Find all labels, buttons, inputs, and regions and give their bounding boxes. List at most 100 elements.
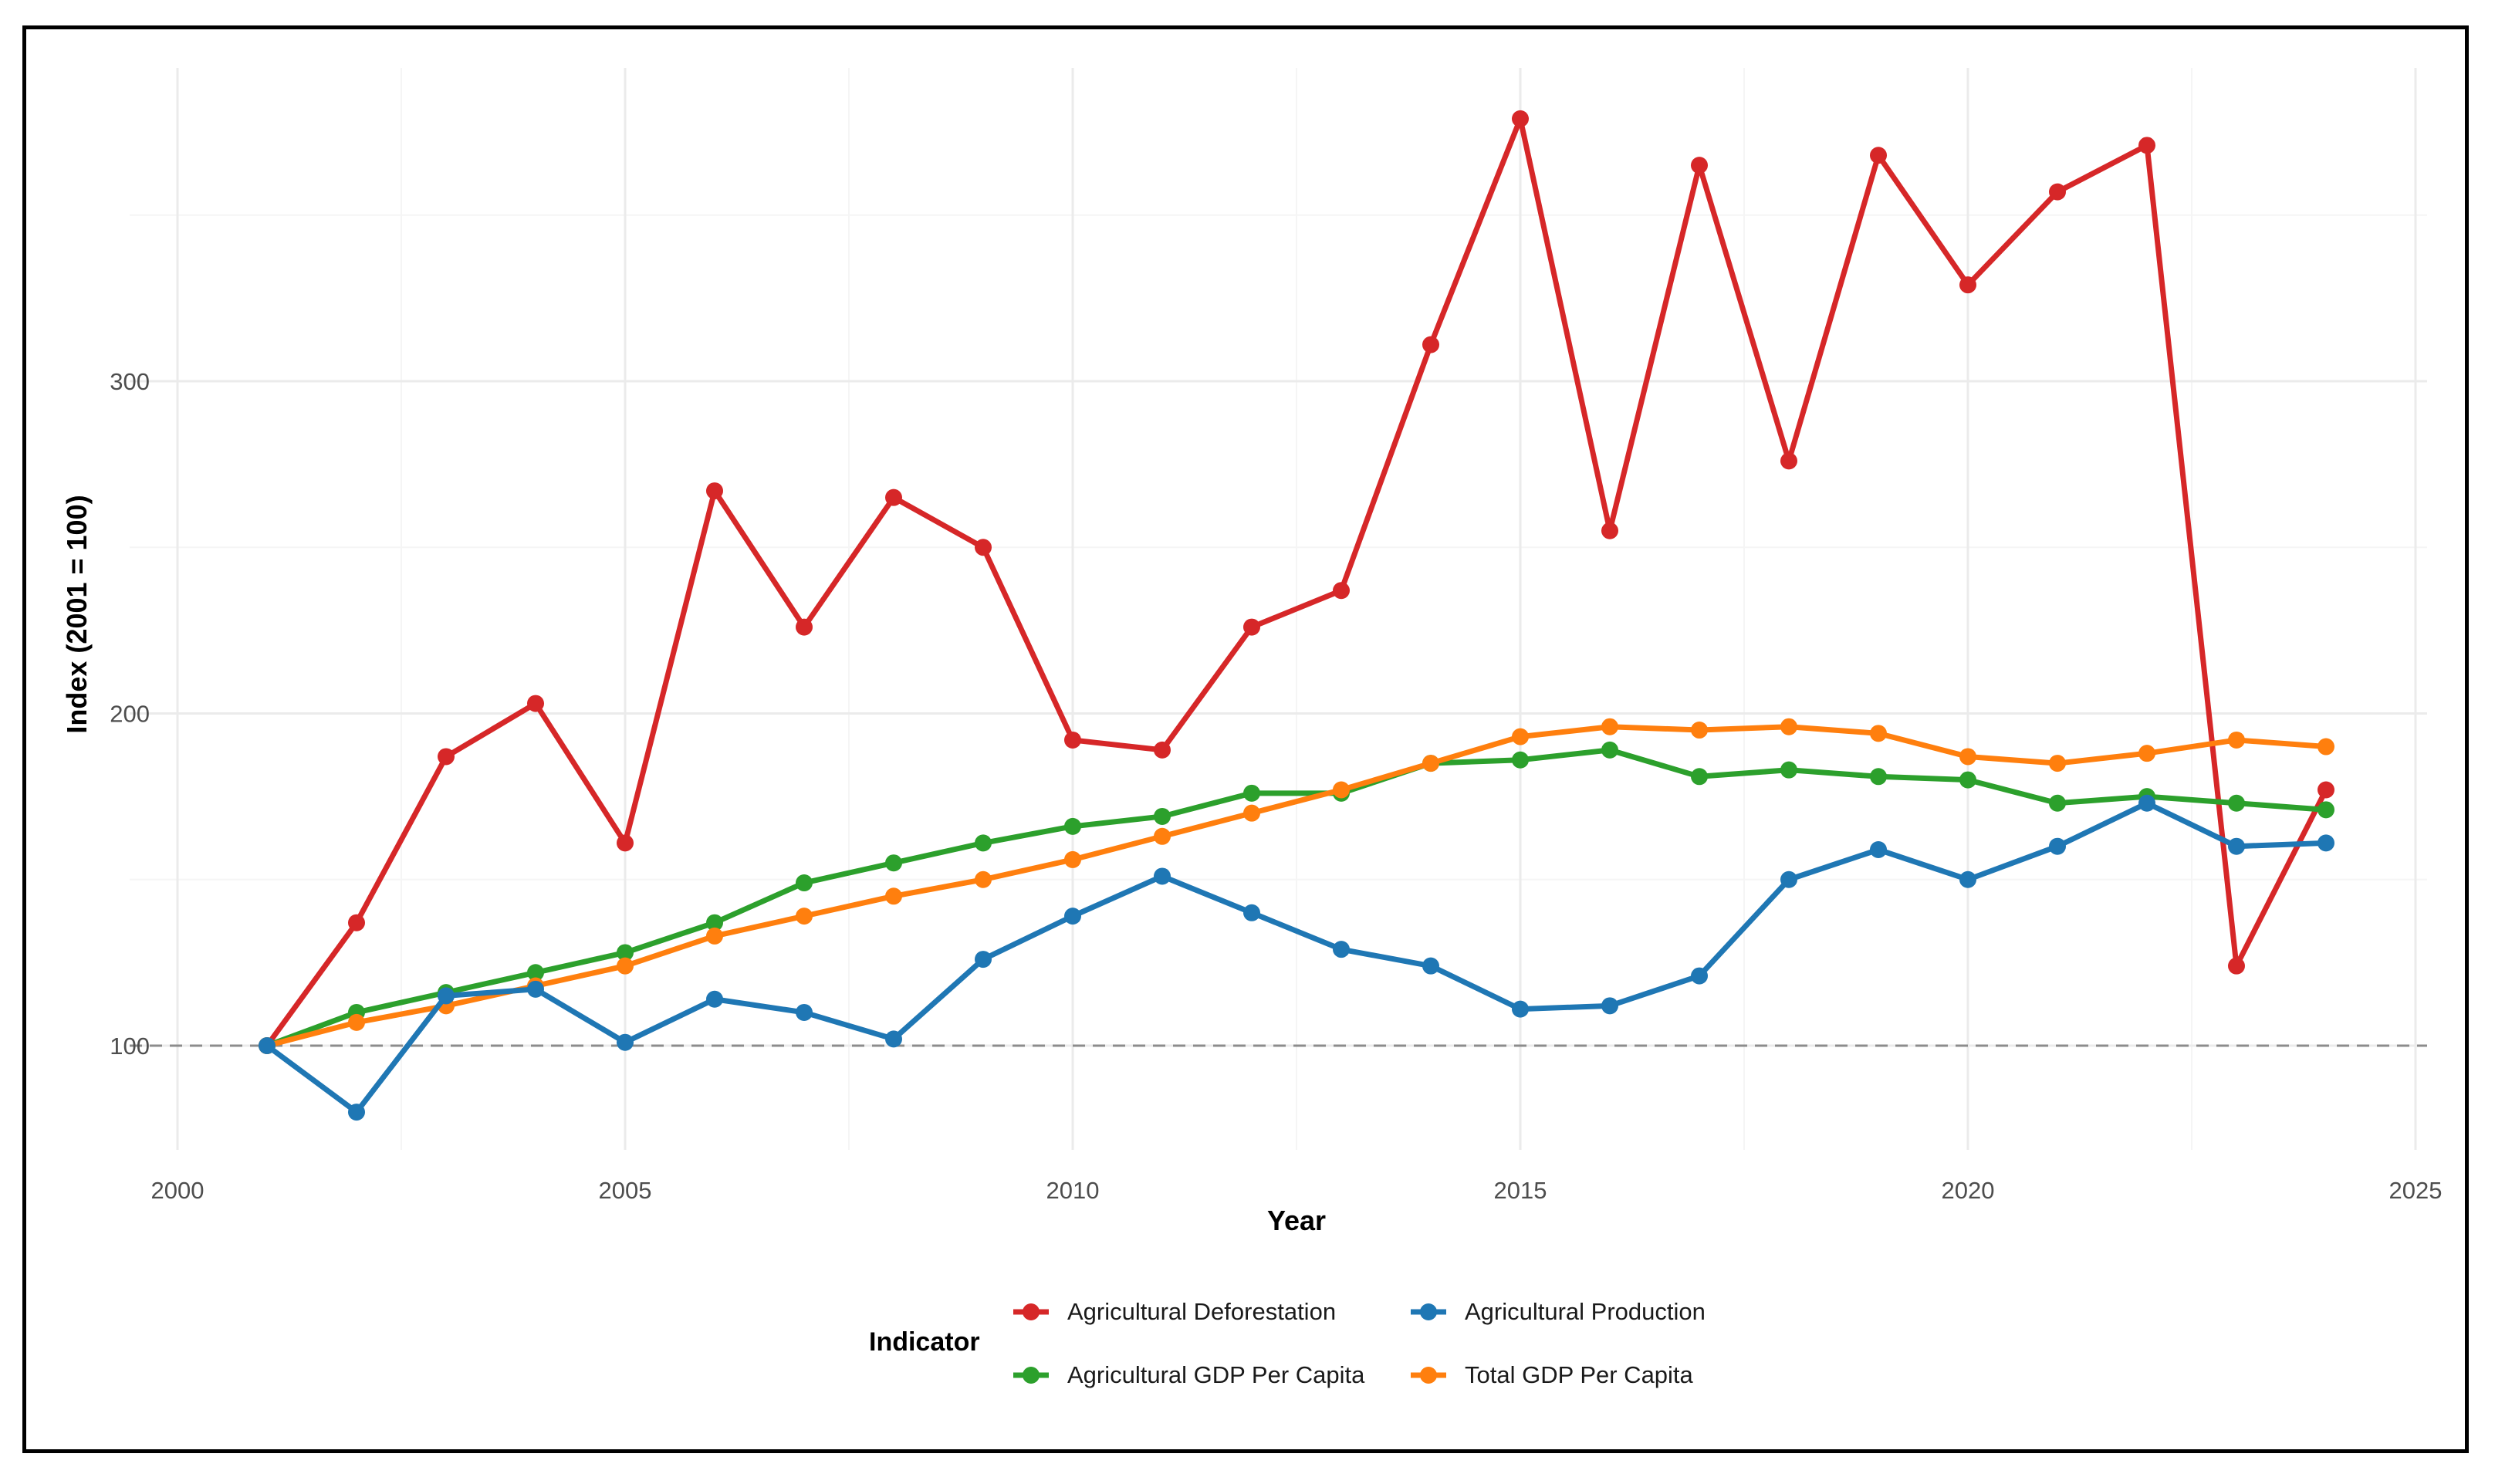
data-point [885, 1030, 902, 1048]
data-point [796, 908, 813, 925]
legend-label: Total GDP Per Capita [1465, 1361, 1694, 1388]
data-point [1780, 870, 1797, 888]
data-point [1691, 768, 1708, 786]
data-point [617, 944, 634, 962]
data-point [2049, 755, 2066, 772]
data-point [617, 957, 634, 975]
legend-key-marker [1023, 1303, 1040, 1320]
data-point [1959, 276, 1976, 294]
data-point [1243, 618, 1260, 636]
data-point [1959, 771, 1976, 789]
x-tick-label: 2005 [599, 1177, 652, 1204]
data-point [1154, 827, 1171, 845]
data-point [1154, 807, 1171, 825]
data-point [1870, 725, 1887, 742]
data-point [1243, 804, 1260, 822]
data-point [348, 1013, 365, 1031]
data-point [348, 1104, 365, 1121]
data-point [2228, 957, 2245, 975]
data-point [2138, 137, 2155, 154]
series-line [264, 116, 2329, 1049]
data-point [1064, 731, 1081, 749]
legend-item-agricultural-production: Agricultural Production [1411, 1298, 1706, 1325]
data-point [975, 951, 992, 968]
data-point [438, 748, 455, 766]
x-tick-label: 2020 [1942, 1177, 1995, 1204]
data-point [259, 1037, 276, 1054]
legend-title: Indicator [869, 1327, 980, 1357]
data-point [975, 834, 992, 852]
data-point [1601, 718, 1618, 735]
x-tick-label: 2015 [1494, 1177, 1547, 1204]
legend-label: Agricultural Deforestation [1067, 1298, 1336, 1325]
data-point [1154, 741, 1171, 759]
series-line [264, 800, 2329, 1115]
data-point [1691, 967, 1708, 985]
data-point [1870, 147, 1887, 164]
data-point [1333, 941, 1350, 958]
data-point [1601, 741, 1618, 759]
legend-item-agricultural-deforestation: Agricultural Deforestation [1013, 1298, 1336, 1325]
data-point [2318, 738, 2334, 756]
data-point [2138, 794, 2155, 812]
data-point [1064, 850, 1081, 868]
legend-item-agricultural-gdp-per-capita: Agricultural GDP Per Capita [1013, 1361, 1365, 1388]
data-point [706, 482, 723, 500]
x-tick-label: 2025 [2389, 1177, 2443, 1204]
data-point [796, 618, 813, 636]
data-point [1601, 522, 1618, 539]
series-line [264, 724, 2329, 1049]
data-point [1422, 755, 1439, 772]
series-layer [259, 110, 2334, 1121]
data-point [1601, 997, 1618, 1015]
legend-item-total-gdp-per-capita: Total GDP Per Capita [1411, 1361, 1694, 1388]
legend-label: Agricultural GDP Per Capita [1067, 1361, 1365, 1388]
data-point [1870, 841, 1887, 859]
data-point [2228, 794, 2245, 812]
data-point [1691, 722, 1708, 739]
data-point [1512, 110, 1529, 127]
series-agricultural-production [259, 794, 2334, 1121]
x-tick-label: 2000 [151, 1177, 205, 1204]
grid-lines [130, 68, 2427, 1150]
data-point [617, 1033, 634, 1051]
data-point [1243, 784, 1260, 802]
data-point [2138, 745, 2155, 762]
data-point [527, 695, 544, 712]
data-point [706, 990, 723, 1008]
data-point [975, 870, 992, 888]
data-point [1064, 908, 1081, 925]
data-point [1870, 768, 1887, 786]
y-tick-label: 100 [110, 1033, 150, 1060]
x-axis-title: Year [1267, 1205, 1326, 1236]
data-point [1959, 748, 1976, 766]
data-point [706, 927, 723, 945]
legend-key-marker [1023, 1367, 1040, 1384]
data-point [1780, 761, 1797, 779]
data-point [527, 964, 544, 982]
data-point [1512, 1000, 1529, 1018]
data-point [975, 539, 992, 556]
data-point [796, 1003, 813, 1021]
data-point [1512, 728, 1529, 745]
x-axis-ticks: 2000 2005 2010 2015 2020 2025 [151, 1177, 2443, 1204]
legend-key-marker [1420, 1303, 1437, 1320]
data-point [2228, 837, 2245, 855]
data-point [2228, 731, 2245, 749]
legend-label: Agricultural Production [1465, 1298, 1706, 1325]
data-point [1422, 957, 1439, 975]
series-line [264, 747, 2329, 1049]
data-point [2318, 834, 2334, 852]
data-point [1512, 751, 1529, 769]
data-point [885, 488, 902, 506]
data-point [1780, 452, 1797, 470]
data-point [1691, 157, 1708, 174]
data-point [1333, 781, 1350, 799]
data-point [1780, 718, 1797, 735]
y-axis-ticks: 100 200 300 [110, 368, 150, 1060]
data-point [2049, 837, 2066, 855]
legend-key-marker [1420, 1367, 1437, 1384]
x-tick-label: 2010 [1046, 1177, 1100, 1204]
data-point [438, 987, 455, 1005]
